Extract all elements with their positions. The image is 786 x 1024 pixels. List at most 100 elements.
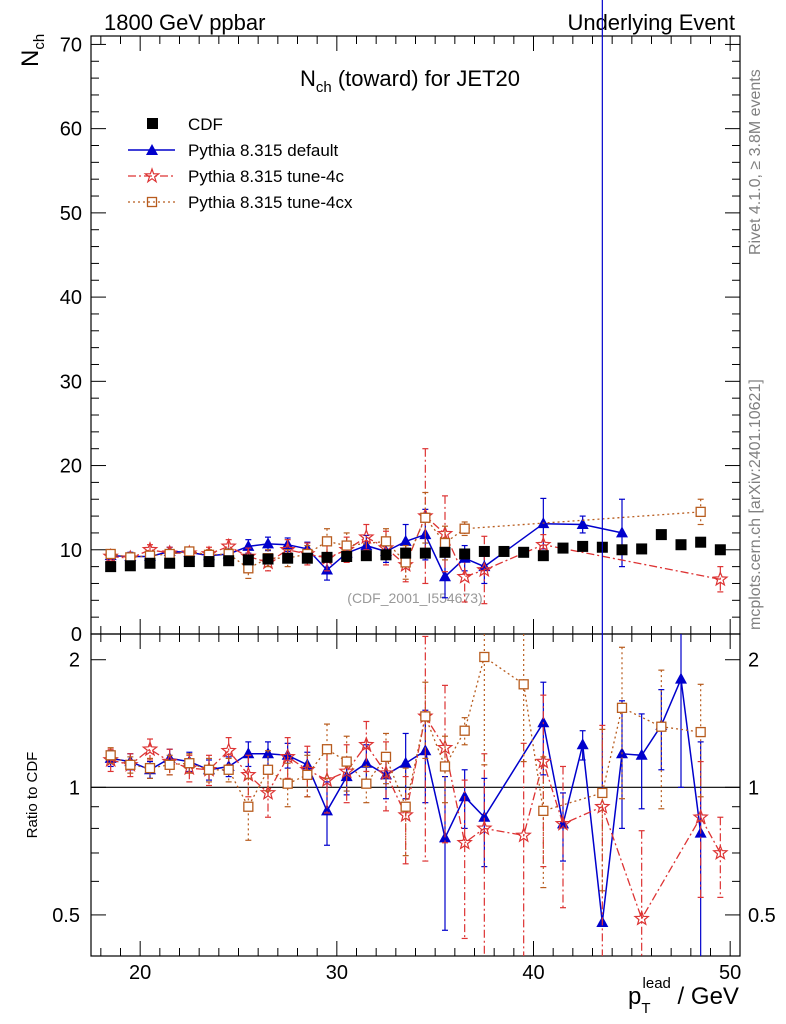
main-point-cdf: [262, 553, 274, 565]
ratio-panel-frame: [90, 633, 741, 957]
legend-marker-default: [146, 144, 158, 155]
ratio-point-tune4cx: [262, 764, 274, 775]
ratio-point-tune4c: [397, 806, 414, 823]
main-point-cdf: [301, 552, 313, 564]
main-y-tick-label: 30: [60, 371, 82, 393]
main-point-cdf: [675, 539, 687, 551]
ratio-y-axis-label: Ratio to CDF: [24, 752, 41, 839]
legend: CDF Pythia 8.315 default Pythia 8.315 tu…: [128, 115, 353, 212]
ratio-point-tune4c: [141, 740, 159, 757]
main-plot-area: [102, 448, 729, 605]
ratio-y-tick-label-right: 1: [748, 777, 759, 799]
ratio-point-default: [340, 770, 353, 782]
ratio-point-default: [635, 748, 648, 760]
main-point-tune4cx: [164, 548, 175, 560]
main-point-tune4c: [476, 561, 493, 578]
ratio-point-tune4c: [318, 771, 336, 788]
ratio-point-tune4cx: [282, 778, 293, 789]
header-energy: 1800 GeV ppbar: [104, 10, 265, 35]
main-point-cdf: [105, 561, 117, 573]
main-point-cdf: [714, 544, 726, 556]
main-point-cdf: [321, 551, 333, 563]
main-point-tune4c: [456, 568, 473, 584]
legend-label-tune4c: Pythia 8.315 tune-4c: [188, 167, 344, 186]
ratio-line-tune4c: [110, 714, 721, 921]
analysis-watermark: (CDF_2001_I554673): [347, 590, 482, 606]
x-tick-label: 20: [129, 962, 151, 984]
main-point-cdf: [459, 548, 471, 560]
ratio-point-tune4cx: [341, 756, 352, 767]
ratio-point-default: [458, 790, 471, 802]
main-point-cdf: [400, 547, 412, 559]
ratio-point-default: [537, 716, 550, 728]
ratio-y-tick-label: 0.5: [52, 905, 80, 927]
main-point-cdf: [124, 560, 136, 572]
main-point-tune4cx: [380, 536, 392, 547]
main-y-tick-label: 50: [60, 203, 82, 225]
ratio-point-default: [262, 747, 274, 759]
ratio-point-tune4cx: [400, 801, 411, 812]
ratio-point-tune4cx: [479, 651, 490, 663]
main-point-cdf: [498, 545, 510, 557]
ratio-point-tune4c: [259, 784, 277, 800]
ratio-y-tick-label-right: 2: [748, 650, 759, 672]
ratio-axes: 0.5 0.5 1 1 2 2 20 30 40 50: [52, 634, 776, 984]
ratio-y-tick-label-right: 0.5: [748, 905, 776, 927]
main-point-tune4cx: [184, 546, 195, 557]
ratio-point-tune4cx: [243, 801, 254, 812]
main-point-cdf: [636, 543, 648, 555]
main-line-tune4c: [110, 514, 721, 580]
legend-marker-tune4cx: [146, 196, 158, 208]
main-title: Nch (toward) for JET20: [300, 66, 520, 96]
main-point-tune4c: [535, 536, 552, 552]
main-point-tune4cx: [321, 536, 333, 547]
main-point-default: [576, 518, 589, 530]
main-point-cdf: [183, 556, 195, 568]
legend-label-tune4cx: Pythia 8.315 tune-4cx: [188, 193, 353, 212]
ratio-point-default: [675, 672, 687, 684]
main-y-tick-label: 60: [60, 119, 82, 141]
main-point-tune4cx: [695, 506, 706, 518]
ratio-point-tune4c: [436, 738, 454, 755]
main-point-cdf: [616, 544, 628, 556]
main-point-cdf: [439, 546, 451, 558]
ratio-y-tick-label: 1: [69, 777, 80, 799]
ratio-point-tune4c: [692, 808, 709, 825]
main-point-cdf: [695, 536, 707, 548]
main-y-tick-label: 70: [60, 34, 82, 56]
ratio-point-tune4cx: [597, 787, 608, 799]
ratio-point-tune4c: [712, 844, 729, 860]
main-point-cdf: [223, 555, 235, 567]
rivet-label: Rivet 4.1.0, ≥ 3.8M events: [747, 69, 764, 255]
ratio-point-tune4c: [535, 752, 552, 769]
legend-marker-cdf: [147, 118, 158, 129]
ratio-line-default: [110, 676, 702, 923]
main-y-tick-label: 10: [60, 540, 82, 562]
x-axis-label: pTlead / GeV: [628, 975, 739, 1017]
main-point-tune4cx: [105, 548, 116, 560]
ratio-point-tune4cx: [361, 778, 372, 789]
main-point-tune4c: [712, 570, 729, 587]
main-point-cdf: [203, 556, 215, 568]
ratio-point-tune4cx: [538, 805, 549, 817]
ratio-point-tune4c: [279, 748, 296, 764]
ratio-point-tune4c: [456, 834, 473, 850]
main-point-cdf: [380, 549, 392, 561]
main-point-cdf: [341, 551, 353, 563]
header-underlying-event: Underlying Event: [567, 10, 735, 35]
legend-marker-tune4c: [143, 167, 161, 184]
main-point-tune4cx: [459, 523, 470, 534]
main-point-cdf: [164, 557, 176, 569]
main-point-tune4c: [358, 528, 375, 545]
x-tick-label: 30: [326, 962, 348, 984]
main-point-cdf: [655, 529, 667, 541]
ratio-point-default: [576, 738, 589, 750]
main-y-tick-label: 20: [60, 456, 82, 478]
ratio-point-tune4cx: [695, 726, 706, 738]
ratio-point-default: [478, 810, 491, 822]
main-point-cdf: [478, 545, 490, 557]
mcplots-label: mcplots.cern.ch [arXiv:2401.10621]: [747, 379, 764, 630]
ratio-point-tune4cx: [125, 759, 136, 770]
ratio-point-tune4cx: [302, 769, 313, 781]
